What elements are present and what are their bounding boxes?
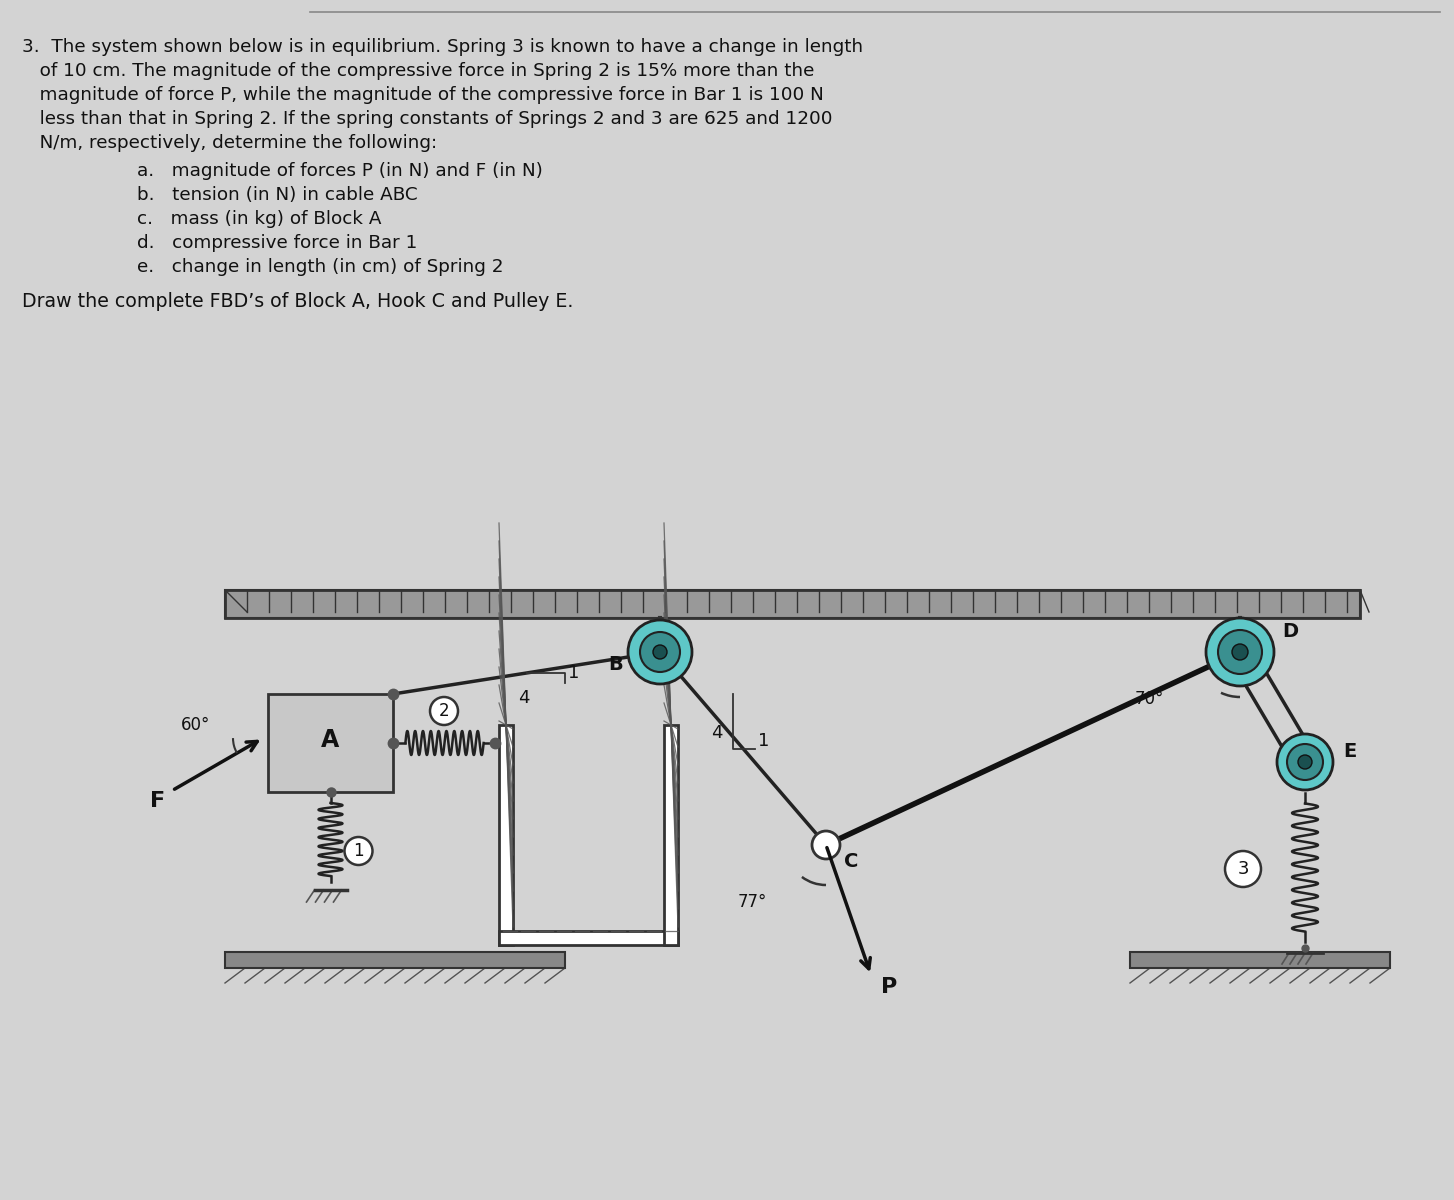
- Text: e.   change in length (in cm) of Spring 2: e. change in length (in cm) of Spring 2: [137, 258, 503, 276]
- Text: N/m, respectively, determine the following:: N/m, respectively, determine the followi…: [22, 134, 438, 152]
- Text: A: A: [321, 728, 340, 752]
- Text: 77°: 77°: [739, 893, 768, 911]
- Bar: [225, 952, 566, 968]
- Circle shape: [1277, 734, 1333, 790]
- Bar: [499, 725, 513, 946]
- Text: 60°: 60°: [180, 716, 211, 734]
- Text: C: C: [843, 852, 858, 871]
- Text: P: P: [881, 977, 897, 997]
- Circle shape: [640, 632, 680, 672]
- Text: Draw the complete FBD’s of Block A, Hook C and Pulley E.: Draw the complete FBD’s of Block A, Hook…: [22, 292, 573, 311]
- Circle shape: [430, 697, 458, 725]
- Text: 2: 2: [439, 702, 449, 720]
- Text: of 10 cm. The magnitude of the compressive force in Spring 2 is 15% more than th: of 10 cm. The magnitude of the compressi…: [22, 62, 814, 80]
- Text: a.   magnitude of forces P (in N) and F (in N): a. magnitude of forces P (in N) and F (i…: [137, 162, 542, 180]
- Text: 1: 1: [353, 842, 364, 860]
- Text: 1: 1: [758, 732, 769, 750]
- Text: 3: 3: [1237, 860, 1249, 878]
- Text: b.   tension (in N) in cable ABC: b. tension (in N) in cable ABC: [137, 186, 417, 204]
- Bar: [268, 694, 393, 792]
- Text: d.   compressive force in Bar 1: d. compressive force in Bar 1: [137, 234, 417, 252]
- Circle shape: [1205, 618, 1274, 686]
- Circle shape: [1232, 644, 1248, 660]
- Circle shape: [1287, 744, 1323, 780]
- Text: D: D: [1282, 622, 1298, 641]
- Circle shape: [653, 646, 667, 659]
- Text: c.   mass (in kg) of Block A: c. mass (in kg) of Block A: [137, 210, 381, 228]
- Text: 4: 4: [519, 689, 531, 707]
- Text: magnitude of force P, while the magnitude of the compressive force in Bar 1 is 1: magnitude of force P, while the magnitud…: [22, 86, 824, 104]
- Text: 3.  The system shown below is in equilibrium. Spring 3 is known to have a change: 3. The system shown below is in equilibr…: [22, 38, 864, 56]
- Bar: [225, 590, 1359, 618]
- Bar: [225, 590, 1359, 618]
- Bar: [499, 931, 678, 946]
- Circle shape: [811, 830, 840, 859]
- Text: E: E: [1343, 742, 1357, 761]
- Circle shape: [1226, 851, 1261, 887]
- Circle shape: [628, 620, 692, 684]
- Text: 4: 4: [711, 725, 723, 743]
- Bar: [1130, 952, 1390, 968]
- Text: less than that in Spring 2. If the spring constants of Springs 2 and 3 are 625 a: less than that in Spring 2. If the sprin…: [22, 110, 833, 128]
- Bar: [664, 725, 678, 946]
- Circle shape: [1218, 630, 1262, 674]
- Text: 70°: 70°: [1136, 690, 1165, 708]
- Circle shape: [1298, 755, 1312, 769]
- Circle shape: [345, 838, 372, 865]
- Text: F: F: [150, 791, 166, 811]
- Text: 1: 1: [569, 664, 580, 682]
- Text: B: B: [608, 655, 622, 674]
